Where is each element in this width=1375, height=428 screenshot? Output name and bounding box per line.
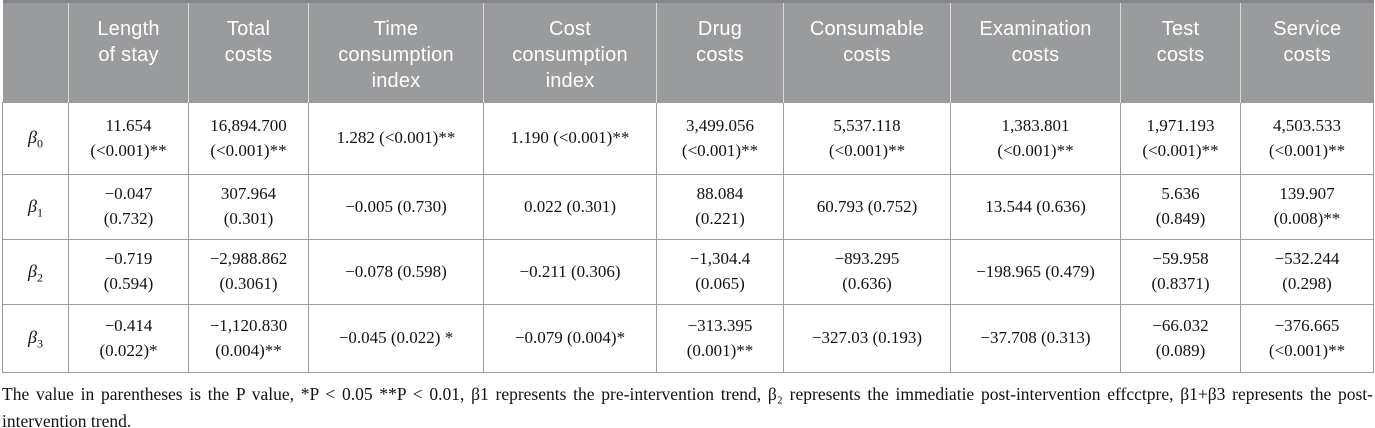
- beta-subscript: 0: [36, 136, 43, 151]
- table-cell: 16,894.700 (<0.001)**: [188, 102, 309, 175]
- table-cell: −893.295 (0.636): [783, 239, 951, 305]
- column-header-service-costs: Service costs: [1240, 1, 1374, 103]
- table-cell: −376.665 (<0.001)**: [1240, 304, 1374, 373]
- table-cell: 139.907 (0.008)**: [1240, 174, 1374, 240]
- table-cell: −0.005 (0.730): [308, 174, 484, 240]
- table-cell: −532.244 (0.298): [1240, 239, 1374, 305]
- table-cell: 307.964 (0.301): [188, 174, 309, 240]
- table-cell: −37.708 (0.313): [950, 304, 1121, 373]
- row-label-beta3: β3: [2, 304, 69, 373]
- table-cell: 1.190 (<0.001)**: [483, 102, 657, 175]
- row-label-beta1: β1: [2, 174, 69, 240]
- table-row-beta2: β2 −0.719 (0.594) −2,988.862 (0.3061) −0…: [2, 239, 1374, 305]
- table-cell: 4,503.533 (<0.001)**: [1240, 102, 1374, 175]
- table-cell: 3,499.056 (<0.001)**: [656, 102, 784, 175]
- table-cell: −66.032 (0.089): [1120, 304, 1241, 373]
- beta-subscript: 2: [36, 270, 43, 285]
- table-cell: −2,988.862 (0.3061): [188, 239, 309, 305]
- table-cell: −313.395 (0.001)**: [656, 304, 784, 373]
- regression-results-table: Length of stay Total costs Time consumpt…: [2, 0, 1374, 373]
- column-header-drug-costs: Drug costs: [656, 1, 784, 103]
- table-footnote: The value in parentheses is the P value,…: [2, 384, 1373, 428]
- table-cell: 1,383.801 (<0.001)**: [950, 102, 1121, 175]
- table-row-beta3: β3 −0.414 (0.022)* −1,120.830 (0.004)** …: [2, 304, 1374, 373]
- table-cell: −0.079 (0.004)*: [483, 304, 657, 373]
- table-cell: 60.793 (0.752): [783, 174, 951, 240]
- row-label-beta2: β2: [2, 239, 69, 305]
- table-cell: −0.414 (0.022)*: [68, 304, 189, 373]
- table-row-beta0: β0 11.654 (<0.001)** 16,894.700 (<0.001)…: [2, 102, 1374, 175]
- column-header-empty: [2, 1, 69, 103]
- table-cell: 1.282 (<0.001)**: [308, 102, 484, 175]
- column-header-total-costs: Total costs: [188, 1, 309, 103]
- beta-symbol: β: [28, 327, 37, 347]
- table-cell: 5.636 (0.849): [1120, 174, 1241, 240]
- table-cell: 11.654 (<0.001)**: [68, 102, 189, 175]
- column-header-test-costs: Test costs: [1120, 1, 1241, 103]
- row-label-beta0: β0: [2, 102, 69, 175]
- table-row-beta1: β1 −0.047 (0.732) 307.964 (0.301) −0.005…: [2, 174, 1374, 240]
- beta-subscript: 3: [36, 336, 43, 351]
- table-header-row: Length of stay Total costs Time consumpt…: [2, 1, 1374, 103]
- table-cell: 1,971.193 (<0.001)**: [1120, 102, 1241, 175]
- table-cell: 5,537.118 (<0.001)**: [783, 102, 951, 175]
- column-header-consumable-costs: Consumable costs: [783, 1, 951, 103]
- beta-symbol: β: [28, 127, 37, 147]
- table-cell: 88.084 (0.221): [656, 174, 784, 240]
- table-cell: −198.965 (0.479): [950, 239, 1121, 305]
- column-header-examination-costs: Examination costs: [950, 1, 1121, 103]
- column-header-length-of-stay: Length of stay: [68, 1, 189, 103]
- table-cell: −59.958 (0.8371): [1120, 239, 1241, 305]
- beta-symbol: β: [28, 260, 37, 281]
- table-cell: −0.719 (0.594): [68, 239, 189, 305]
- beta-subscript: 1: [36, 205, 43, 220]
- table-cell: −1,304.4 (0.065): [656, 239, 784, 305]
- column-header-cost-consumption-index: Cost consumption index: [483, 1, 657, 103]
- table-cell: −0.078 (0.598): [308, 239, 484, 305]
- table-cell: −1,120.830 (0.004)**: [188, 304, 309, 373]
- table-cell: −0.211 (0.306): [483, 239, 657, 305]
- table-cell: −327.03 (0.193): [783, 304, 951, 373]
- table-cell: −0.047 (0.732): [68, 174, 189, 240]
- table-cell: −0.045 (0.022) *: [308, 304, 484, 373]
- table-cell: 13.544 (0.636): [950, 174, 1121, 240]
- table-cell: 0.022 (0.301): [483, 174, 657, 240]
- beta-symbol: β: [28, 195, 37, 216]
- column-header-time-consumption-index: Time consumption index: [308, 1, 484, 103]
